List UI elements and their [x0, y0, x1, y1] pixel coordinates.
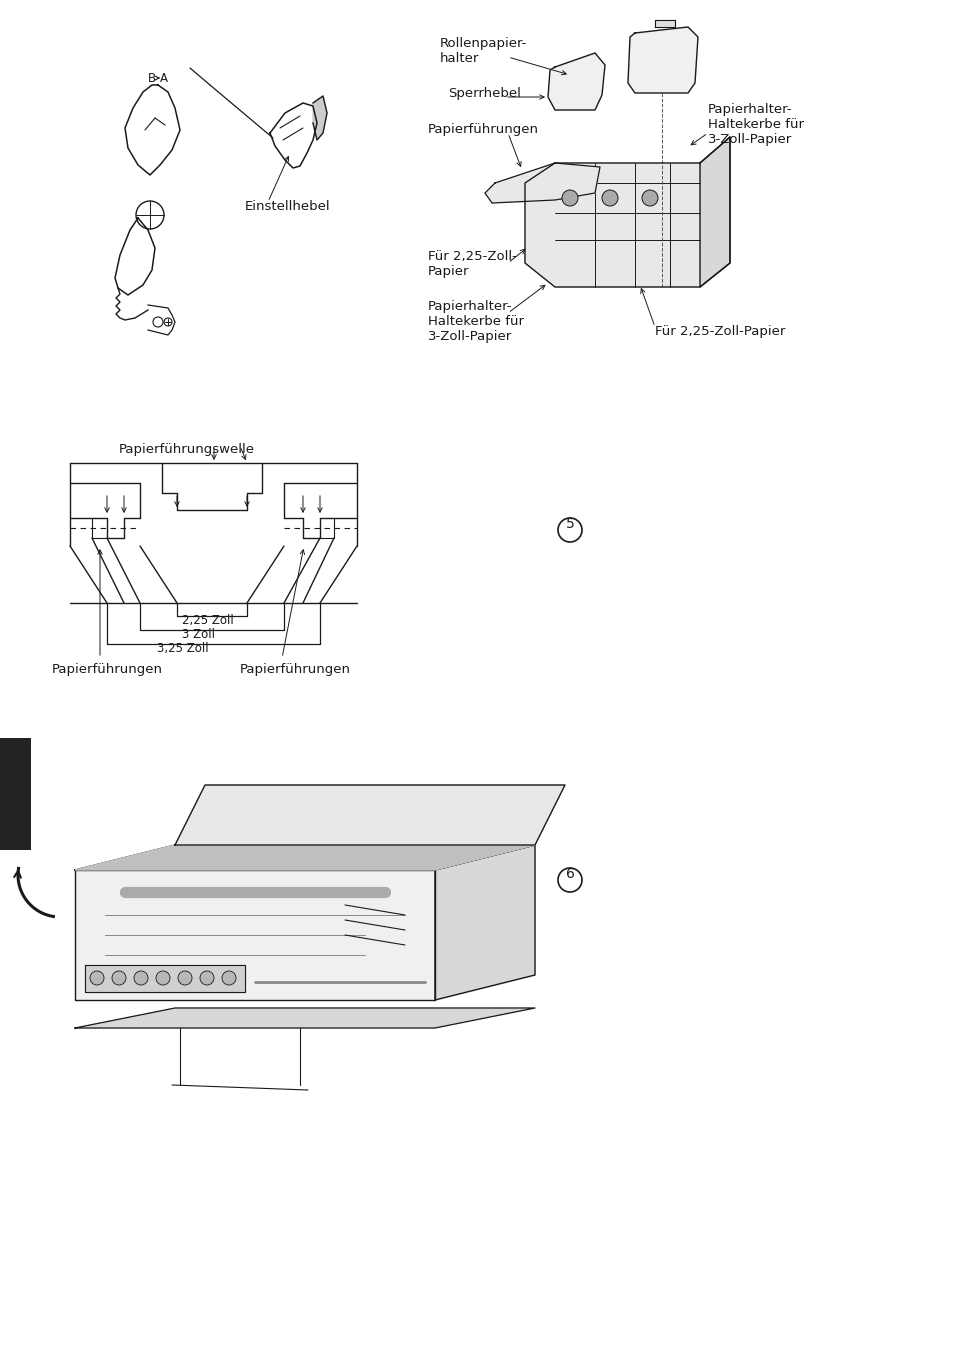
Text: Einstellhebel: Einstellhebel	[245, 201, 331, 213]
Polygon shape	[655, 20, 675, 27]
Text: 6: 6	[565, 867, 574, 881]
Circle shape	[178, 972, 192, 985]
Text: Rollenpapier-
halter: Rollenpapier- halter	[439, 37, 527, 65]
Polygon shape	[524, 137, 729, 287]
Text: Für 2,25-Zoll-Papier: Für 2,25-Zoll-Papier	[655, 325, 784, 337]
Text: A: A	[160, 72, 168, 85]
Circle shape	[641, 190, 658, 206]
Polygon shape	[700, 137, 729, 287]
Text: Papierhalter-
Haltekerbe für
3-Zoll-Papier: Papierhalter- Haltekerbe für 3-Zoll-Papi…	[707, 103, 803, 146]
Circle shape	[156, 972, 170, 985]
Circle shape	[601, 190, 618, 206]
Text: Papierführungswelle: Papierführungswelle	[119, 443, 254, 457]
Text: B: B	[148, 72, 156, 85]
Polygon shape	[627, 27, 698, 93]
Bar	[0, 738, 30, 850]
Text: Papierhalter-
Haltekerbe für
3-Zoll-Papier: Papierhalter- Haltekerbe für 3-Zoll-Papi…	[428, 299, 523, 343]
Circle shape	[90, 972, 104, 985]
Polygon shape	[547, 53, 604, 110]
Text: Papierführungen: Papierführungen	[240, 663, 351, 676]
Polygon shape	[75, 870, 435, 1000]
Text: 5: 5	[565, 518, 574, 531]
Polygon shape	[174, 785, 564, 846]
Circle shape	[200, 972, 213, 985]
Text: 3 Zoll: 3 Zoll	[182, 627, 214, 641]
Text: Für 2,25-Zoll-
Papier: Für 2,25-Zoll- Papier	[428, 251, 517, 278]
Circle shape	[112, 972, 126, 985]
Text: Sperrhebel: Sperrhebel	[448, 87, 520, 100]
Text: 3,25 Zoll: 3,25 Zoll	[157, 642, 209, 654]
Polygon shape	[85, 965, 245, 992]
Circle shape	[133, 972, 148, 985]
Text: Automatische
Abschneideinheit: Automatische Abschneideinheit	[192, 799, 308, 828]
Polygon shape	[75, 846, 535, 870]
Text: 2,25 Zoll: 2,25 Zoll	[182, 614, 233, 627]
Polygon shape	[75, 846, 535, 870]
Text: Papierführungen: Papierführungen	[428, 123, 538, 136]
Polygon shape	[484, 163, 599, 203]
Polygon shape	[313, 96, 327, 140]
Polygon shape	[75, 1008, 535, 1028]
Text: Papierführungen: Papierführungen	[52, 663, 163, 676]
Circle shape	[561, 190, 578, 206]
Circle shape	[222, 972, 235, 985]
Polygon shape	[435, 846, 535, 1000]
